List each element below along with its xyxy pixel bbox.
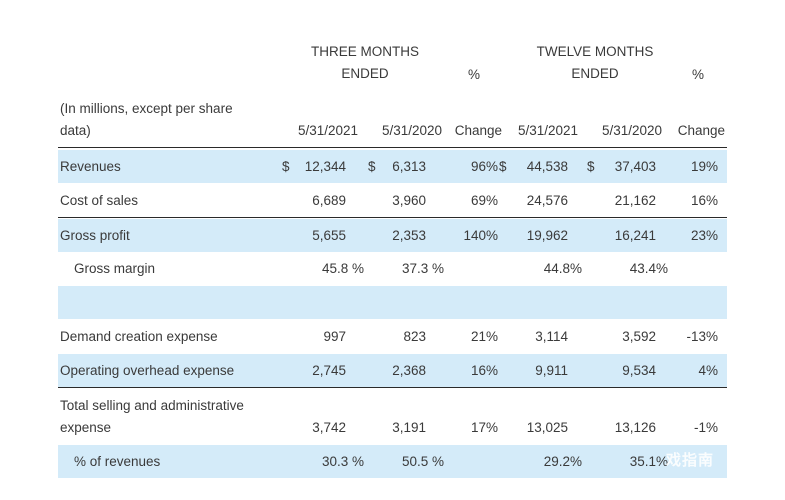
cell-dc-3m-2021: 997 — [323, 329, 346, 344]
col-header-3m-change: Change — [454, 123, 502, 138]
row-label-gross-margin: Gross margin — [74, 261, 156, 276]
header-three-months-line2: ENDED — [341, 66, 389, 81]
cell-gp-3m-2020: 2,353 — [392, 228, 426, 243]
cell-pr-3m-2020: 50.5 % — [401, 454, 444, 469]
cell-revenues-12m-2020: 37,403 — [614, 159, 656, 174]
cell-gp-12m-2020: 16,241 — [614, 228, 656, 243]
cell-oo-12m-2020: 9,534 — [622, 363, 656, 378]
cell-revenues-3m-2020: 6,313 — [392, 159, 426, 174]
cell-cost-3m-change: 69% — [470, 193, 498, 208]
row-label-demand-creation: Demand creation expense — [60, 329, 218, 344]
cell-sga-3m-2021: 3,742 — [312, 420, 346, 435]
currency-symbol: $ — [368, 159, 376, 174]
row-label-pct-revenues: % of revenues — [74, 454, 161, 469]
band-revenues — [58, 150, 727, 183]
cell-gp-12m-change: 23% — [690, 228, 718, 243]
cell-gp-3m-change: 140% — [463, 228, 498, 243]
header-three-months-line1: THREE MONTHS — [311, 44, 419, 59]
row-label-operating-overhead: Operating overhead expense — [60, 363, 235, 378]
row-label-total-sga-line1: Total selling and administrative — [60, 398, 244, 413]
cell-revenues-3m-2021: 12,344 — [304, 159, 346, 174]
cell-sga-3m-change: 17% — [470, 420, 498, 435]
band-gross-profit — [58, 219, 727, 252]
col-header-3m-2021: 5/31/2021 — [297, 123, 358, 138]
cell-cost-3m-2021: 6,689 — [312, 193, 346, 208]
cell-sga-3m-2020: 3,191 — [392, 420, 426, 435]
cell-gp-12m-2021: 19,962 — [526, 228, 568, 243]
cell-oo-3m-2020: 2,368 — [392, 363, 426, 378]
cell-gm-12m-2021: 44.8% — [543, 261, 582, 276]
row-label-gross-profit: Gross profit — [60, 228, 130, 243]
watermark-text: 戏指南 — [666, 452, 715, 469]
cell-pr-12m-2020: 35.1% — [629, 454, 668, 469]
currency-symbol: $ — [587, 159, 595, 174]
currency-symbol: $ — [499, 159, 507, 174]
cell-dc-3m-change: 21% — [470, 329, 498, 344]
col-header-12m-2020: 5/31/2020 — [601, 123, 662, 138]
band-spacer — [58, 286, 727, 319]
row-label-cost-of-sales: Cost of sales — [60, 193, 139, 208]
header-pct-symbol-three: % — [468, 67, 481, 82]
header-twelve-months-line1: TWELVE MONTHS — [536, 44, 654, 59]
header-twelve-months-line2: ENDED — [571, 66, 619, 81]
cell-cost-12m-2020: 21,162 — [614, 193, 656, 208]
units-note-line2: data) — [60, 123, 91, 138]
units-note-line1: (In millions, except per share — [60, 101, 233, 116]
cell-oo-12m-change: 4% — [698, 363, 718, 378]
cell-sga-12m-2021: 13,025 — [526, 420, 568, 435]
cell-dc-12m-2021: 3,114 — [535, 329, 568, 344]
cell-cost-12m-change: 16% — [690, 193, 718, 208]
cell-pr-3m-2021: 30.3 % — [321, 454, 364, 469]
cell-revenues-12m-2021: 44,538 — [526, 159, 568, 174]
cell-oo-12m-2021: 9,911 — [535, 363, 568, 378]
band-pct-revenues — [58, 445, 727, 478]
col-header-12m-2021: 5/31/2021 — [517, 123, 578, 138]
cell-gp-3m-2021: 5,655 — [312, 228, 346, 243]
cell-gm-3m-2020: 37.3 % — [401, 261, 444, 276]
cell-sga-12m-2020: 13,126 — [614, 420, 656, 435]
header-rule — [58, 147, 727, 148]
row-label-total-sga-line2: expense — [60, 420, 112, 435]
cell-sga-12m-change: -1% — [693, 420, 718, 435]
cell-gm-3m-2021: 45.8 % — [321, 261, 364, 276]
header-pct-symbol-twelve: % — [692, 67, 705, 82]
cell-oo-3m-change: 16% — [470, 363, 498, 378]
cell-pr-12m-2021: 29.2% — [543, 454, 582, 469]
cell-dc-12m-2020: 3,592 — [622, 329, 656, 344]
cell-revenues-12m-change: 19% — [690, 159, 718, 174]
row-label-revenues: Revenues — [60, 159, 121, 174]
cell-revenues-3m-change: 96% — [470, 159, 498, 174]
band-operating-overhead — [58, 354, 727, 387]
currency-symbol: $ — [282, 159, 290, 174]
cell-oo-3m-2021: 2,745 — [312, 363, 346, 378]
col-header-3m-2020: 5/31/2020 — [381, 123, 442, 138]
cell-gm-12m-2020: 43.4% — [629, 261, 668, 276]
cell-cost-3m-2020: 3,960 — [392, 193, 426, 208]
gross-profit-rule — [58, 217, 727, 218]
cell-dc-3m-2020: 823 — [403, 329, 426, 344]
cell-cost-12m-2021: 24,576 — [526, 193, 568, 208]
col-header-12m-change: Change — [677, 123, 725, 138]
total-sga-rule — [58, 387, 727, 388]
cell-dc-12m-change: -13% — [686, 329, 718, 344]
